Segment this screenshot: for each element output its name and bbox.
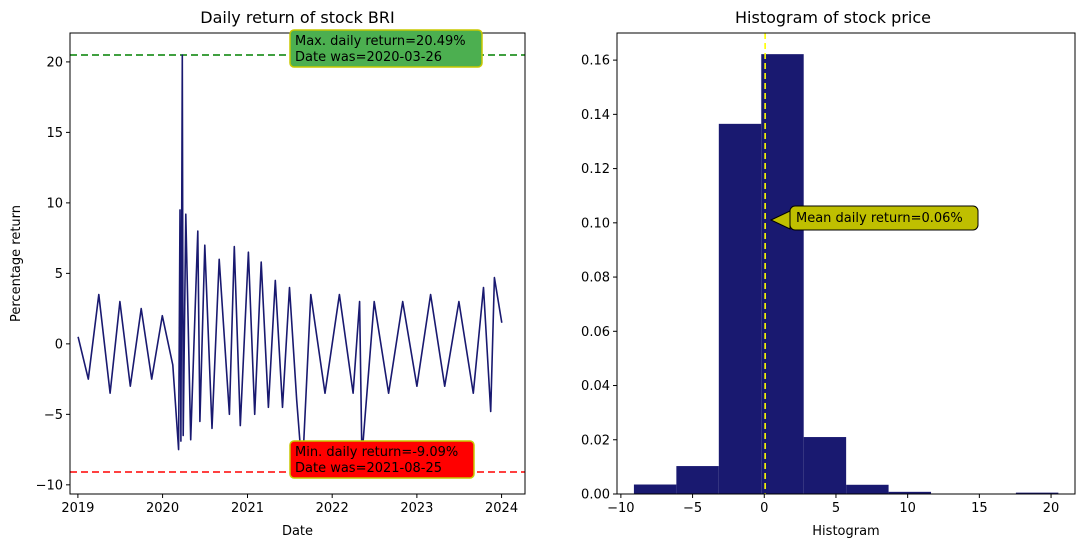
left-x-axis-label: Date bbox=[282, 524, 313, 539]
histogram-chart: Histogram of stock price −10 −5 0 5 10 15 20 0… bbox=[581, 8, 1076, 539]
x-tick-label: 2019 bbox=[61, 501, 94, 516]
left-y-axis-ticks: −10 −5 0 5 10 15 20 bbox=[36, 55, 70, 493]
left-axes-frame bbox=[69, 32, 526, 495]
histogram-bar bbox=[1015, 492, 1059, 494]
right-axes-frame bbox=[616, 32, 1076, 495]
x-tick-label: 10 bbox=[899, 501, 916, 516]
right-x-axis-ticks: −10 −5 0 5 10 15 20 bbox=[607, 494, 1059, 516]
y-tick-label: −5 bbox=[44, 408, 63, 423]
right-y-axis-ticks: 0.00 0.02 0.04 0.06 0.08 0.10 0.12 0.14 0.16 bbox=[581, 54, 617, 503]
x-tick-label: 2022 bbox=[316, 501, 349, 516]
y-tick-label: 0.06 bbox=[581, 325, 610, 340]
right-plot-area bbox=[633, 33, 1059, 494]
y-tick-label: 0.00 bbox=[581, 488, 610, 503]
y-tick-label: −10 bbox=[36, 478, 63, 493]
left-plot-area bbox=[70, 54, 525, 473]
histogram-bar bbox=[761, 54, 804, 494]
right-x-axis-label: Histogram bbox=[812, 524, 879, 539]
mean-annotation-text: Mean daily return=0.06% bbox=[796, 211, 963, 226]
max-annotation-box bbox=[289, 29, 483, 68]
x-tick-label: 2024 bbox=[485, 501, 518, 516]
mean-return-annotation: Mean daily return=0.06% bbox=[769, 205, 979, 231]
y-tick-label: 0.04 bbox=[581, 379, 610, 394]
histogram-bar bbox=[888, 491, 932, 494]
x-tick-label: 2023 bbox=[400, 501, 433, 516]
y-tick-label: 20 bbox=[46, 55, 63, 70]
left-y-axis-label: Percentage return bbox=[9, 205, 24, 322]
max-annotation-line1: Max. daily return=20.49% bbox=[295, 34, 466, 49]
histogram-bar bbox=[676, 466, 719, 494]
return-line bbox=[77, 54, 503, 473]
y-tick-label: 5 bbox=[55, 267, 63, 282]
x-tick-label: 5 bbox=[832, 501, 840, 516]
x-tick-label: −10 bbox=[607, 501, 634, 516]
y-tick-label: 15 bbox=[46, 126, 63, 141]
y-tick-label: 0.10 bbox=[581, 216, 610, 231]
x-tick-label: 0 bbox=[760, 501, 768, 516]
y-tick-label: 0 bbox=[55, 337, 63, 352]
histogram-bar bbox=[846, 484, 889, 494]
y-tick-label: 10 bbox=[46, 196, 63, 211]
min-annotation-line1: Min. daily return=-9.09% bbox=[295, 445, 458, 460]
histogram-bar bbox=[633, 484, 677, 494]
max-annotation-line2: Date was=2020-03-26 bbox=[295, 50, 442, 65]
x-tick-label: 15 bbox=[971, 501, 988, 516]
histogram-bar bbox=[718, 123, 762, 494]
x-tick-label: 2020 bbox=[146, 501, 179, 516]
y-tick-label: 0.12 bbox=[581, 162, 610, 177]
min-return-annotation: Min. daily return=-9.09% Date was=2021-0… bbox=[289, 440, 475, 479]
histogram-bar bbox=[803, 437, 847, 494]
x-tick-label: −5 bbox=[683, 501, 702, 516]
x-tick-label: 20 bbox=[1043, 501, 1060, 516]
daily-return-chart: Daily return of stock BRI 2019 2020 2021 20… bbox=[9, 8, 526, 539]
max-return-annotation: Max. daily return=20.49% Date was=2020-0… bbox=[289, 29, 483, 68]
y-tick-label: 0.16 bbox=[581, 54, 610, 69]
min-annotation-line2: Date was=2021-08-25 bbox=[295, 461, 442, 476]
min-annotation-box bbox=[289, 440, 475, 479]
left-x-axis-ticks: 2019 2020 2021 2022 2023 2024 bbox=[61, 494, 518, 516]
mean-annotation-box bbox=[789, 205, 979, 231]
left-chart-title: Daily return of stock BRI bbox=[200, 8, 394, 27]
y-tick-label: 0.08 bbox=[581, 271, 610, 286]
y-tick-label: 0.02 bbox=[581, 433, 610, 448]
y-tick-label: 0.14 bbox=[581, 108, 610, 123]
right-chart-title: Histogram of stock price bbox=[735, 8, 931, 27]
x-tick-label: 2021 bbox=[231, 501, 264, 516]
